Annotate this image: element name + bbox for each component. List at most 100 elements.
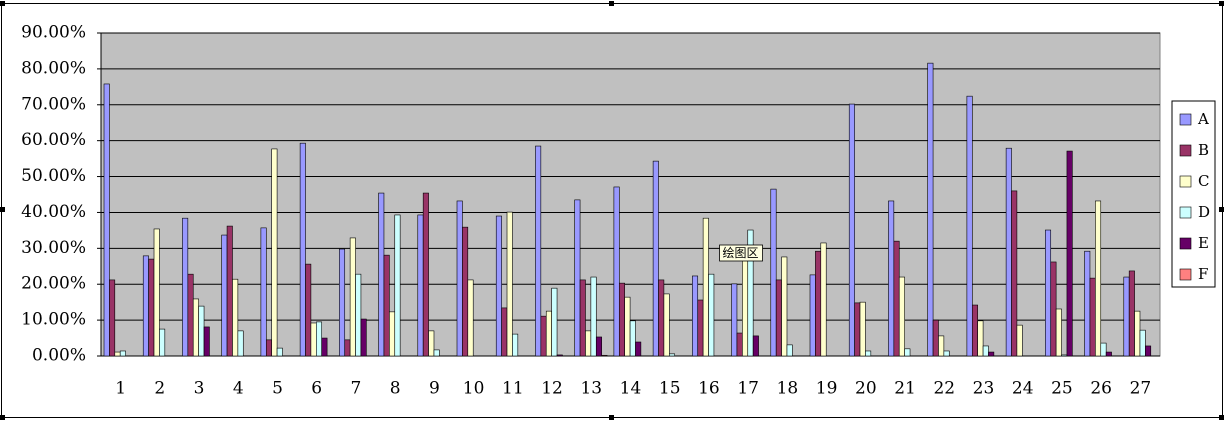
y-tick-label: 40.00% <box>21 202 86 222</box>
legend-label: A <box>1197 110 1209 128</box>
bar <box>198 305 205 357</box>
bar <box>433 349 440 357</box>
bar <box>1016 324 1023 357</box>
bar <box>545 310 552 357</box>
x-tick-label: 19 <box>816 379 838 399</box>
x-tick-label: 1 <box>115 379 126 399</box>
bar <box>1045 229 1052 357</box>
x-tick-label: 26 <box>1090 379 1112 399</box>
bar <box>904 348 911 357</box>
x-tick-label: 8 <box>390 379 401 399</box>
bar <box>540 315 547 357</box>
bar <box>1134 310 1141 357</box>
bar <box>747 229 754 357</box>
bar <box>613 186 620 357</box>
bar <box>585 330 592 357</box>
x-tick-label: 2 <box>154 379 165 399</box>
x-tick-label: 18 <box>777 379 799 399</box>
bar <box>752 335 759 357</box>
annotation: 绘图区 <box>723 245 759 260</box>
bar <box>159 328 166 357</box>
bar <box>932 319 939 357</box>
bar <box>966 95 973 357</box>
y-tick-label: 80.00% <box>21 58 86 78</box>
x-tick-label: 15 <box>659 379 681 399</box>
y-tick-label: 30.00% <box>21 238 86 258</box>
bar <box>815 250 822 357</box>
bar <box>114 351 121 357</box>
bar <box>1105 351 1112 357</box>
bar <box>1139 329 1146 357</box>
bar <box>153 228 160 357</box>
bar <box>848 103 855 357</box>
bar <box>109 279 116 357</box>
bar <box>775 279 782 357</box>
bar <box>943 350 950 357</box>
bar <box>265 339 272 357</box>
bar <box>731 283 738 357</box>
x-tick-label: 17 <box>737 379 759 399</box>
bar <box>276 347 283 357</box>
bar <box>865 350 872 357</box>
bar <box>595 336 602 357</box>
bar <box>182 217 189 357</box>
bar <box>663 293 670 357</box>
bar <box>898 276 905 357</box>
bar <box>556 354 563 357</box>
bar <box>467 279 474 357</box>
bar <box>221 234 228 357</box>
bar <box>854 302 861 357</box>
bar <box>1128 270 1135 357</box>
bar <box>1050 261 1057 357</box>
bar <box>888 200 895 357</box>
bar <box>692 275 699 357</box>
x-tick-label: 5 <box>272 379 283 399</box>
y-tick-label: 60.00% <box>21 130 86 150</box>
x-tick-label: 22 <box>933 379 955 399</box>
bar <box>574 199 581 357</box>
bar <box>310 322 317 357</box>
legend-label: D <box>1198 203 1210 221</box>
bar <box>708 273 715 357</box>
legend-label: F <box>1198 265 1208 283</box>
bar <box>389 311 396 357</box>
bar <box>316 321 323 357</box>
bar <box>422 192 429 357</box>
legend-swatch <box>1179 175 1192 188</box>
bar <box>658 279 665 357</box>
bar <box>506 211 513 357</box>
bar <box>982 345 989 357</box>
x-tick-label: 10 <box>463 379 485 399</box>
y-tick-label: 10.00% <box>21 310 86 330</box>
bar <box>142 255 149 357</box>
bar <box>203 326 210 357</box>
bar <box>618 282 625 357</box>
bar <box>187 273 194 357</box>
x-tick-label: 14 <box>620 379 642 399</box>
bar <box>321 337 328 357</box>
bar <box>192 298 199 357</box>
legend-label: C <box>1198 172 1209 190</box>
bar <box>232 278 239 357</box>
bar <box>501 307 508 357</box>
legend-swatch <box>1179 144 1192 157</box>
bar <box>271 148 278 357</box>
y-tick-label: 70.00% <box>21 94 86 114</box>
bar <box>339 248 346 357</box>
annotation-box <box>719 244 763 262</box>
bar <box>1011 190 1018 357</box>
x-tick-label: 23 <box>973 379 995 399</box>
bar <box>859 301 866 357</box>
y-tick-label: 90.00% <box>21 23 86 43</box>
bar <box>349 237 356 357</box>
bar <box>344 339 351 357</box>
bar <box>971 304 978 357</box>
bar <box>428 330 435 357</box>
bar <box>512 333 519 357</box>
bar <box>103 83 110 357</box>
bar <box>119 350 126 357</box>
bar <box>535 145 542 357</box>
bar <box>1100 342 1107 357</box>
